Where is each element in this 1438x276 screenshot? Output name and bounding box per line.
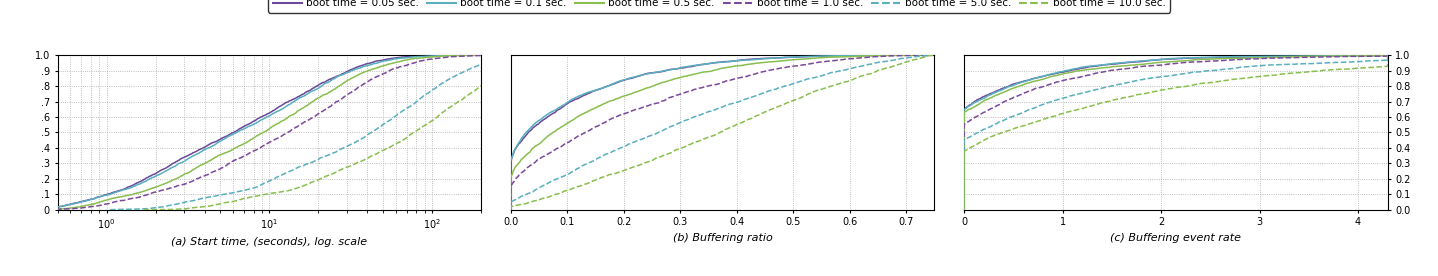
X-axis label: (c) Buffering event rate: (c) Buffering event rate bbox=[1110, 233, 1241, 243]
X-axis label: (b) Buffering ratio: (b) Buffering ratio bbox=[673, 233, 772, 243]
X-axis label: (a) Start time, (seconds), log. scale: (a) Start time, (seconds), log. scale bbox=[171, 237, 367, 247]
Legend: boot time = 0.05 sec., boot time = 0.1 sec., boot time = 0.5 sec., boot time = 1: boot time = 0.05 sec., boot time = 0.1 s… bbox=[269, 0, 1169, 12]
